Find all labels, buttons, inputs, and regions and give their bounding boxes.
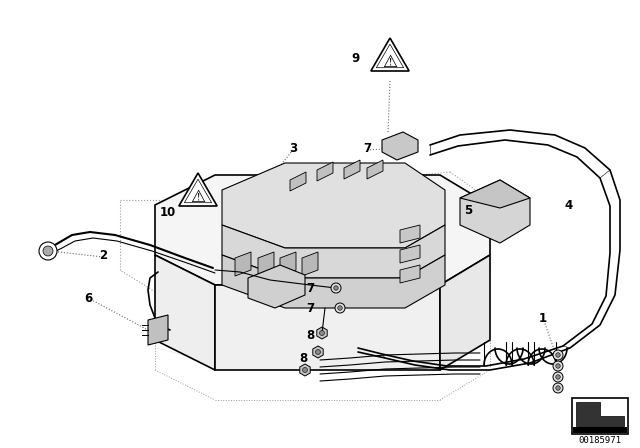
Polygon shape: [367, 160, 383, 179]
Circle shape: [553, 350, 563, 360]
Polygon shape: [313, 346, 323, 358]
Polygon shape: [440, 255, 490, 370]
Polygon shape: [222, 163, 445, 248]
Polygon shape: [179, 173, 217, 206]
Polygon shape: [344, 160, 360, 179]
Text: 3: 3: [289, 142, 297, 155]
Text: 2: 2: [99, 249, 107, 262]
Polygon shape: [148, 315, 168, 345]
Polygon shape: [290, 172, 306, 191]
Text: 6: 6: [84, 292, 92, 305]
Text: 00185971: 00185971: [579, 435, 621, 444]
Polygon shape: [248, 265, 305, 308]
Text: 7: 7: [306, 281, 314, 294]
Text: 7: 7: [363, 142, 371, 155]
Polygon shape: [317, 162, 333, 181]
Circle shape: [303, 367, 307, 372]
Polygon shape: [572, 398, 628, 434]
Text: 9: 9: [352, 52, 360, 65]
Circle shape: [333, 286, 339, 290]
Text: 7: 7: [306, 302, 314, 314]
Text: 8: 8: [299, 352, 307, 365]
Circle shape: [338, 306, 342, 310]
Polygon shape: [235, 252, 251, 276]
Polygon shape: [258, 252, 274, 276]
Polygon shape: [382, 132, 418, 160]
Circle shape: [553, 372, 563, 382]
Text: 5: 5: [464, 203, 472, 216]
Polygon shape: [460, 180, 530, 243]
Text: ⚠: ⚠: [191, 188, 205, 206]
Circle shape: [39, 242, 57, 260]
Circle shape: [331, 283, 341, 293]
Polygon shape: [155, 255, 215, 370]
Text: ⚠: ⚠: [383, 53, 397, 71]
Circle shape: [556, 375, 560, 379]
Polygon shape: [400, 225, 420, 243]
Circle shape: [556, 364, 560, 368]
Circle shape: [335, 303, 345, 313]
Circle shape: [556, 386, 560, 390]
Circle shape: [553, 383, 563, 393]
Polygon shape: [576, 402, 624, 426]
Polygon shape: [280, 252, 296, 276]
Polygon shape: [400, 265, 420, 283]
Polygon shape: [222, 225, 445, 278]
Polygon shape: [215, 285, 440, 370]
Circle shape: [43, 246, 53, 256]
Circle shape: [319, 331, 324, 336]
Text: 8: 8: [306, 328, 314, 341]
Polygon shape: [302, 252, 318, 276]
Polygon shape: [400, 245, 420, 263]
Text: 10: 10: [160, 206, 176, 219]
Polygon shape: [317, 327, 327, 339]
Text: 1: 1: [539, 311, 547, 324]
Polygon shape: [573, 427, 627, 433]
Polygon shape: [460, 180, 530, 208]
Text: 4: 4: [565, 198, 573, 211]
Polygon shape: [222, 255, 445, 308]
Circle shape: [553, 361, 563, 371]
Polygon shape: [155, 175, 490, 285]
Polygon shape: [371, 38, 409, 71]
Circle shape: [316, 349, 321, 354]
Circle shape: [556, 353, 560, 357]
Polygon shape: [300, 364, 310, 376]
